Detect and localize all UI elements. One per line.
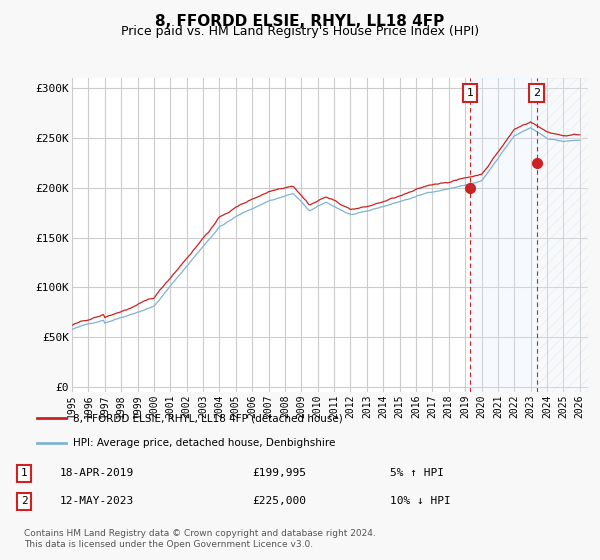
Text: 12-MAY-2023: 12-MAY-2023 xyxy=(60,496,134,506)
Text: Contains HM Land Registry data © Crown copyright and database right 2024.
This d: Contains HM Land Registry data © Crown c… xyxy=(24,529,376,549)
Bar xyxy=(537,78,588,392)
Text: 18-APR-2019: 18-APR-2019 xyxy=(60,468,134,478)
Text: £199,995: £199,995 xyxy=(252,468,306,478)
Text: 10% ↓ HPI: 10% ↓ HPI xyxy=(390,496,451,506)
Bar xyxy=(537,78,588,392)
Text: 5% ↑ HPI: 5% ↑ HPI xyxy=(390,468,444,478)
Text: 2: 2 xyxy=(533,88,540,99)
Text: Price paid vs. HM Land Registry's House Price Index (HPI): Price paid vs. HM Land Registry's House … xyxy=(121,25,479,38)
Text: 1: 1 xyxy=(466,88,473,99)
Text: 8, FFORDD ELSIE, RHYL, LL18 4FP: 8, FFORDD ELSIE, RHYL, LL18 4FP xyxy=(155,14,445,29)
Text: £225,000: £225,000 xyxy=(252,496,306,506)
Text: 2: 2 xyxy=(20,496,28,506)
Text: HPI: Average price, detached house, Denbighshire: HPI: Average price, detached house, Denb… xyxy=(73,438,335,448)
Text: 1: 1 xyxy=(20,468,28,478)
Text: 8, FFORDD ELSIE, RHYL, LL18 4FP (detached house): 8, FFORDD ELSIE, RHYL, LL18 4FP (detache… xyxy=(73,413,343,423)
Bar xyxy=(470,78,537,392)
